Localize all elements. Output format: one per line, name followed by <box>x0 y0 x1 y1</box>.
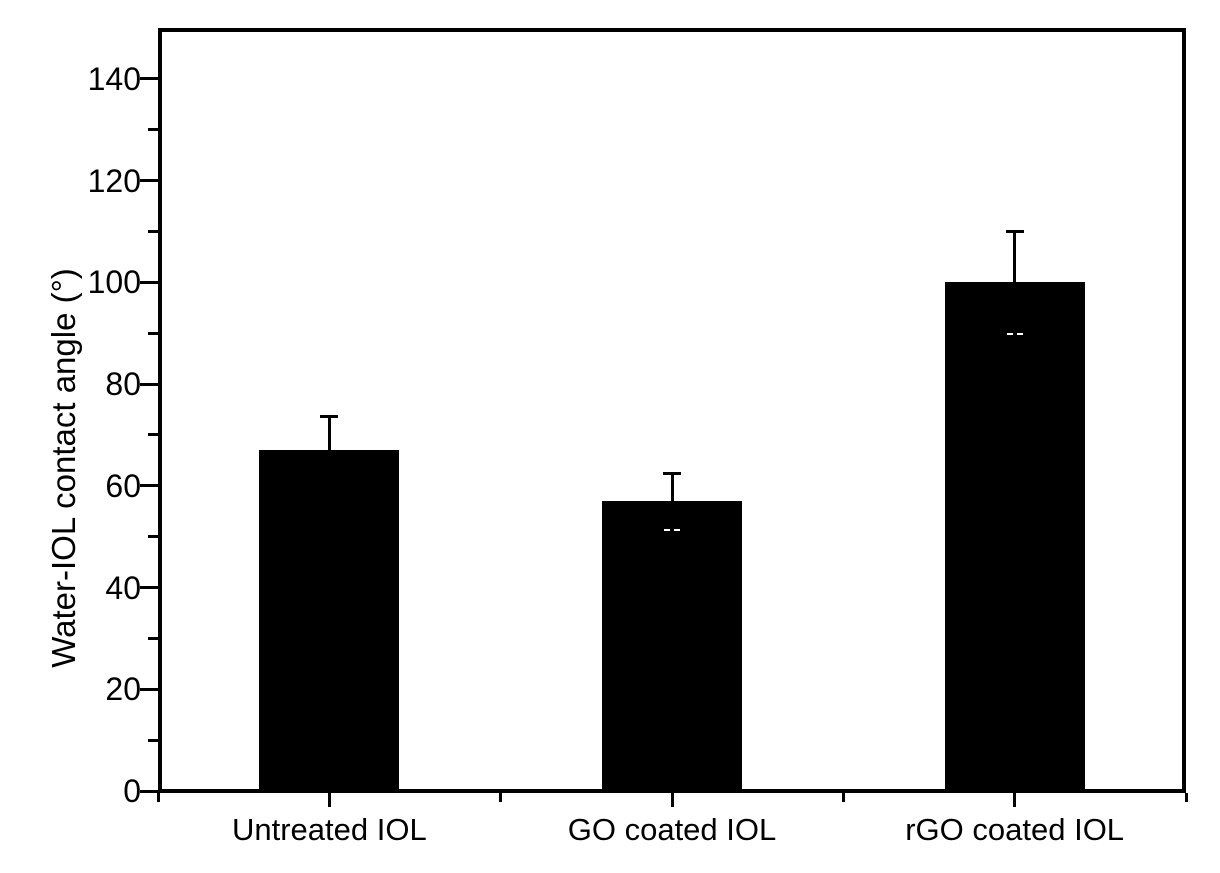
x-axis-minor-tick <box>156 793 160 802</box>
y-axis-tick-label: 60 <box>105 467 141 504</box>
y-axis-major-tick <box>140 179 158 183</box>
y-axis-minor-tick <box>148 331 158 335</box>
x-axis-category-label: GO coated IOL <box>567 812 777 847</box>
y-axis-tick-label: 100 <box>87 264 141 301</box>
bar-rgo-coated-iol <box>944 282 1085 793</box>
y-axis-tick-label: 40 <box>105 569 141 606</box>
x-axis-minor-tick <box>499 793 503 802</box>
error-bar-lower-cap-mark <box>1006 333 1023 336</box>
x-axis-minor-tick <box>841 793 845 802</box>
y-axis-minor-tick <box>148 433 158 437</box>
y-axis-title: Water-IOL contact angle (°) <box>45 268 82 668</box>
error-bar-cap <box>663 472 681 476</box>
y-axis-tick-label: 140 <box>87 60 141 97</box>
error-bar-stem <box>1013 231 1017 283</box>
y-axis-major-tick <box>140 382 158 386</box>
x-axis-major-tick <box>670 793 674 807</box>
y-axis-major-tick <box>140 280 158 284</box>
x-axis-category-label: Untreated IOL <box>231 812 427 847</box>
error-bar-cap <box>320 414 339 418</box>
y-axis-major-tick <box>140 77 158 81</box>
y-axis-tick-label: 0 <box>123 773 141 809</box>
y-axis-tick-label: 20 <box>105 671 141 708</box>
error-bar-stem <box>327 416 331 451</box>
y-axis-major-tick <box>140 484 158 488</box>
y-axis-minor-tick <box>148 738 158 742</box>
y-axis-major-tick <box>140 687 158 691</box>
y-axis-minor-tick <box>148 128 158 132</box>
bar-go-coated-iol <box>602 501 742 793</box>
x-axis-major-tick <box>327 793 331 807</box>
y-axis-minor-tick <box>148 535 158 539</box>
x-axis-category-label: rGO coated IOL <box>905 812 1125 847</box>
y-axis-tick-label: 80 <box>105 366 141 403</box>
error-bar-cap <box>1005 229 1024 233</box>
y-axis-major-tick <box>140 789 158 793</box>
x-axis-major-tick <box>1013 793 1017 807</box>
y-axis-minor-tick <box>148 229 158 233</box>
error-bar-lower-cap-mark <box>664 528 680 531</box>
x-axis-minor-tick <box>1184 793 1188 802</box>
y-axis-major-tick <box>140 586 158 590</box>
bar-untreated-iol <box>259 450 400 793</box>
error-bar-stem <box>670 473 674 502</box>
y-axis-tick-label: 120 <box>87 162 141 199</box>
y-axis-minor-tick <box>148 636 158 640</box>
